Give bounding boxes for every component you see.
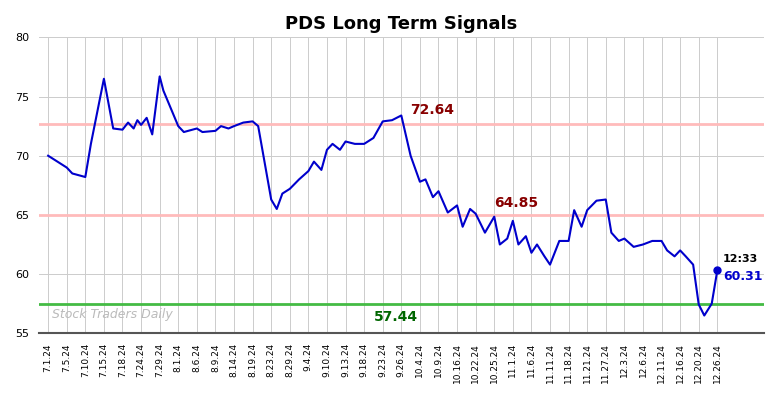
- Text: 64.85: 64.85: [494, 195, 539, 210]
- Text: Stock Traders Daily: Stock Traders Daily: [52, 308, 172, 321]
- Text: 12:33: 12:33: [723, 254, 758, 264]
- Text: 72.64: 72.64: [411, 103, 455, 117]
- Title: PDS Long Term Signals: PDS Long Term Signals: [285, 15, 517, 33]
- Text: 57.44: 57.44: [373, 310, 418, 324]
- Text: 60.31: 60.31: [723, 270, 762, 283]
